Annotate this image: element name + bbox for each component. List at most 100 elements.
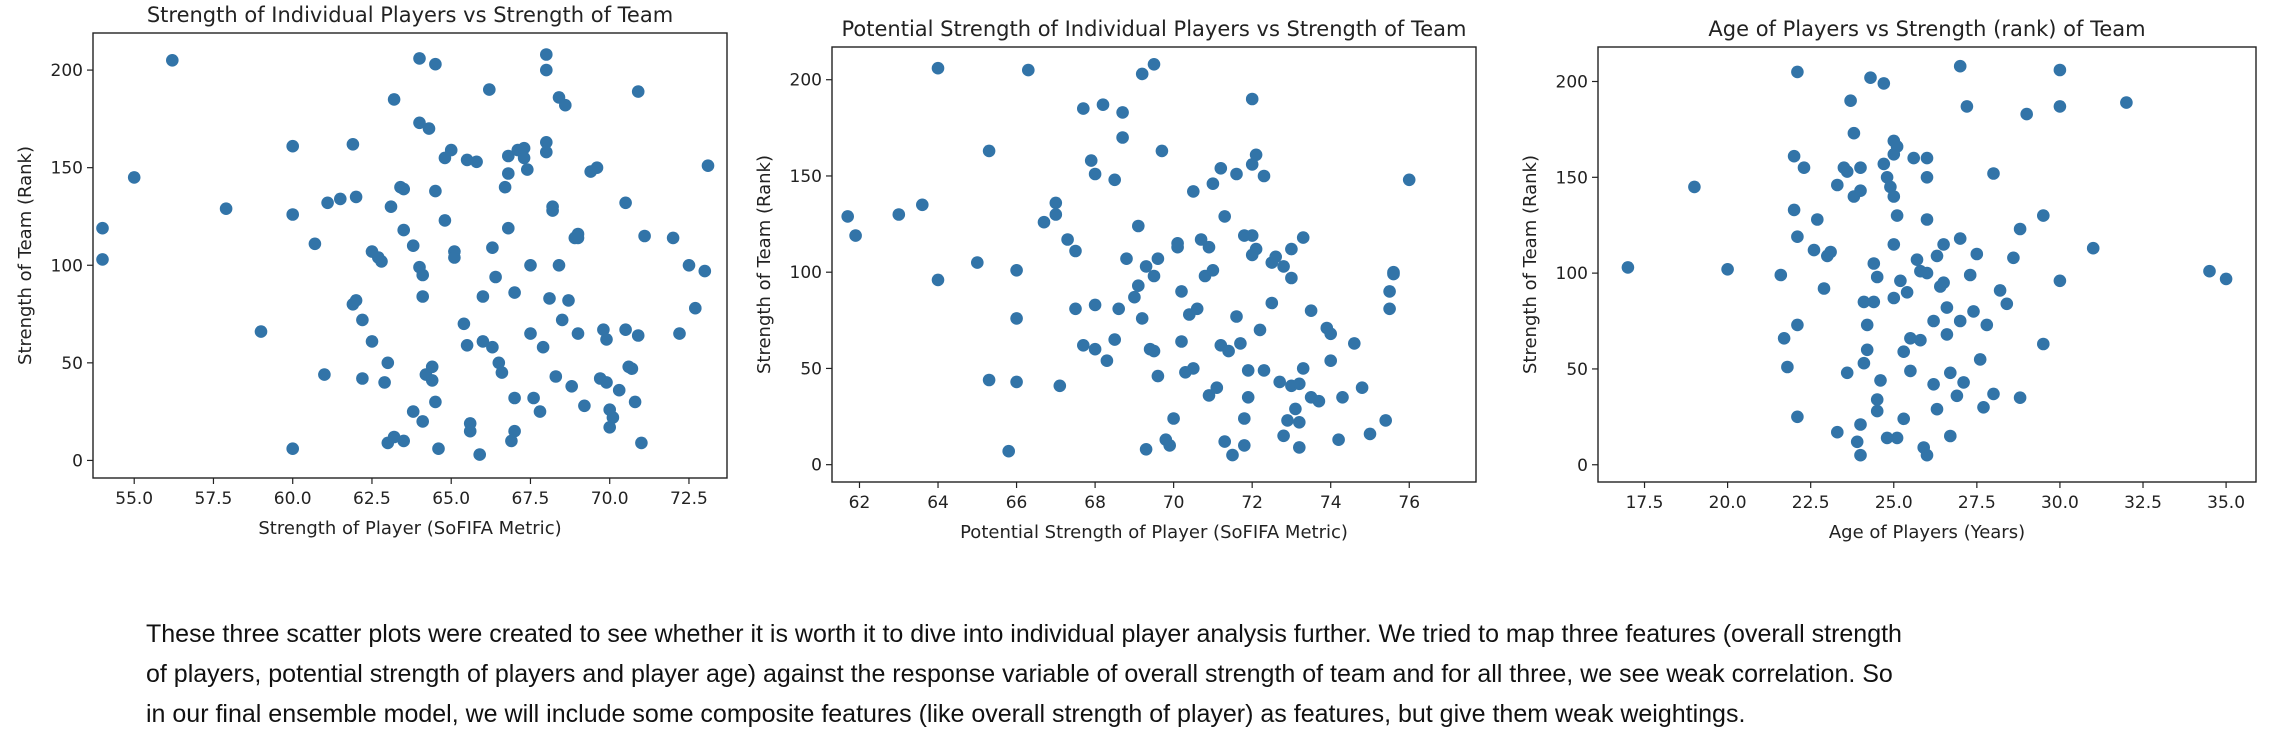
data-point [492, 356, 506, 370]
data-point [365, 335, 379, 348]
scatter-plot-3: 17.5 20.0 22.5 25.0 27.5 30.0 32.5 35.0 0 50 100 15… [1520, 17, 2257, 543]
caption-text: These three scatter plots were created t… [146, 614, 2156, 734]
data-point [413, 52, 426, 65]
plot-frame [831, 46, 1477, 483]
data-point [1253, 323, 1267, 337]
data-point [483, 83, 496, 96]
y-tick-label: 200 [1556, 72, 1588, 92]
data-point [1920, 448, 1934, 462]
data-point [1304, 304, 1318, 318]
data-point [1077, 102, 1090, 115]
data-point [603, 421, 616, 434]
data-point [1980, 318, 1994, 332]
data-point [1874, 374, 1887, 387]
data-point [1621, 261, 1635, 274]
data-point [1379, 414, 1392, 427]
data-point [1230, 310, 1243, 323]
data-point [931, 273, 945, 287]
data-point [254, 325, 268, 338]
data-point [1811, 213, 1824, 226]
data-point [631, 85, 645, 98]
data-point [559, 98, 572, 112]
data-point [555, 313, 569, 327]
data-point [1953, 59, 1967, 73]
data-point [1844, 94, 1857, 107]
data-point [1791, 410, 1804, 424]
data-point [349, 190, 363, 204]
data-point [349, 294, 363, 307]
data-point [2037, 209, 2050, 222]
data-point [1937, 276, 1950, 290]
data-point [1920, 171, 1934, 184]
data-point [1293, 416, 1306, 429]
data-point [1890, 209, 1904, 222]
data-point [1930, 402, 1944, 416]
data-point [508, 286, 521, 299]
data-point [1249, 148, 1263, 162]
x-axis-label: Potential Strength of Player (SoFIFA Met… [960, 522, 1348, 543]
data-point [1147, 269, 1161, 283]
data-point [527, 391, 540, 405]
y-axis-label: Strength of Team (Rank) [15, 146, 36, 365]
x-tick-label: 32.5 [2124, 493, 2162, 513]
data-point [562, 294, 575, 307]
data-point [524, 327, 537, 340]
data-point [416, 290, 430, 303]
x-tick-label: 64 [927, 493, 949, 513]
x-tick-label: 68 [1084, 493, 1106, 513]
data-point [384, 200, 398, 213]
data-point [318, 368, 331, 381]
data-point [1241, 391, 1255, 404]
data-point [1957, 376, 1970, 389]
data-point [425, 374, 439, 387]
x-tick-label: 70 [1163, 493, 1185, 513]
data-point [448, 251, 461, 264]
data-point [619, 196, 632, 210]
data-point [1970, 247, 1984, 261]
data-points [841, 58, 1416, 462]
data-point [1187, 362, 1200, 375]
data-point [1870, 404, 1884, 418]
data-point [502, 221, 515, 235]
data-point [1993, 284, 2007, 297]
data-point [2219, 272, 2233, 286]
data-point [460, 339, 474, 352]
data-point [1088, 298, 1102, 312]
data-point [1112, 302, 1125, 316]
data-point [892, 208, 906, 221]
data-point [1940, 328, 1954, 341]
data-point [1907, 151, 1920, 165]
y-tick-label: 100 [790, 263, 822, 283]
data-point [1880, 431, 1894, 445]
data-point [1289, 402, 1302, 416]
data-point [1069, 302, 1082, 316]
data-point [1147, 58, 1161, 71]
data-point [460, 153, 474, 167]
data-point [571, 327, 585, 340]
data-point [1128, 290, 1141, 304]
data-point [1171, 237, 1184, 250]
scatter-plot-1: 55.0 57.5 60.0 62.5 65.0 67.5 70.0 72.5 0 50 100 15… [15, 3, 728, 539]
data-point [982, 144, 996, 158]
data-point [387, 93, 401, 106]
data-point [1857, 295, 1871, 309]
y-tick-label: 150 [51, 159, 83, 179]
chart-title: Potential Strength of Individual Players… [842, 17, 1467, 41]
data-point [432, 442, 445, 456]
data-point [849, 229, 862, 242]
data-point [334, 192, 347, 206]
data-point [1890, 140, 1904, 153]
data-point [1061, 233, 1074, 246]
data-point [1151, 369, 1165, 383]
data-point [1116, 131, 1129, 144]
data-point [597, 323, 610, 337]
x-tick-label: 30.0 [2041, 493, 2079, 513]
x-tick-label: 20.0 [1709, 493, 1747, 513]
data-point [1867, 257, 1881, 270]
data-point [429, 395, 442, 409]
data-point [1222, 344, 1235, 358]
data-point [502, 149, 515, 163]
data-point [1241, 364, 1255, 377]
data-point [1296, 231, 1310, 244]
x-tick-label: 62.5 [353, 489, 391, 509]
